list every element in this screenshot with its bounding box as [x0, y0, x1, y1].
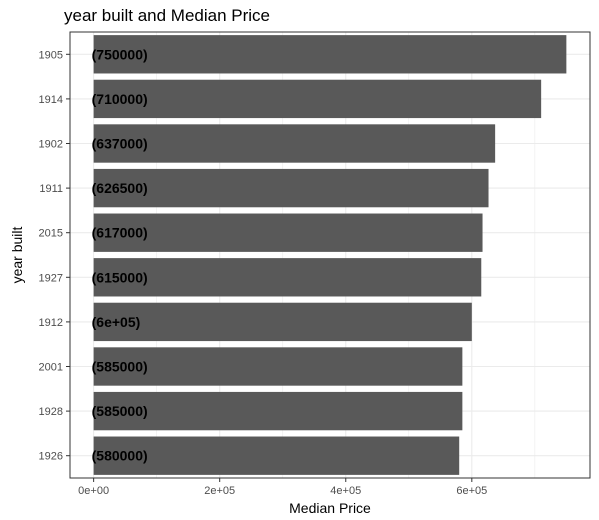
bar-1914 [93, 79, 542, 119]
x-axis: 0e+00 2e+05 4e+05 6e+05 [78, 478, 487, 497]
bar-1911 [93, 168, 489, 208]
bar-1928 [93, 391, 463, 431]
data-label-1911: (626500) [92, 180, 148, 196]
data-label-1914: (710000) [92, 91, 148, 107]
x-tick-label: 2e+05 [204, 485, 235, 497]
bar-2015 [93, 213, 483, 252]
x-tick-label: 4e+05 [330, 485, 361, 497]
data-label-1927: (615000) [92, 269, 148, 285]
bar-1905 [93, 35, 567, 74]
y-axis: 1905 1914 1902 1911 2015 1927 1912 2001 1928 1926 [39, 49, 70, 463]
data-label-2015: (617000) [92, 225, 148, 241]
data-label-1926: (580000) [92, 448, 148, 464]
data-label-1912: (6e+05) [92, 314, 141, 330]
data-label-1905: (750000) [92, 46, 148, 62]
x-tick-label: 6e+05 [456, 485, 487, 497]
bars [93, 35, 567, 475]
data-label-1928: (585000) [92, 403, 148, 419]
y-tick-label-1928: 1928 [39, 406, 63, 418]
panel-border [69, 31, 591, 479]
y-tick-label-1905: 1905 [39, 49, 63, 61]
data-label-2001: (585000) [92, 359, 148, 375]
y-tick-label-1902: 1902 [39, 139, 63, 151]
bar-1927 [93, 258, 482, 297]
x-axis-title: Median Price [289, 500, 371, 516]
y-tick-label-1927: 1927 [39, 272, 63, 284]
bar-1912 [93, 302, 472, 342]
y-tick-label-1911: 1911 [39, 183, 63, 195]
bar-1926 [93, 436, 460, 475]
data-labels: (750000) (710000) (637000) (626500) (617000)… [92, 46, 148, 463]
data-label-1902: (637000) [92, 136, 148, 152]
x-tick-label: 0e+00 [78, 485, 109, 497]
y-tick-label-1914: 1914 [39, 94, 63, 106]
chart-title: year built and Median Price [64, 6, 271, 25]
y-tick-label-2001: 2001 [39, 362, 63, 374]
bar-1902 [93, 124, 496, 163]
bar-2001 [93, 347, 463, 386]
y-tick-label-1912: 1912 [39, 317, 63, 329]
y-tick-label-2015: 2015 [39, 228, 63, 240]
y-tick-label-1926: 1926 [39, 451, 63, 463]
y-axis-title: year built [9, 226, 25, 283]
